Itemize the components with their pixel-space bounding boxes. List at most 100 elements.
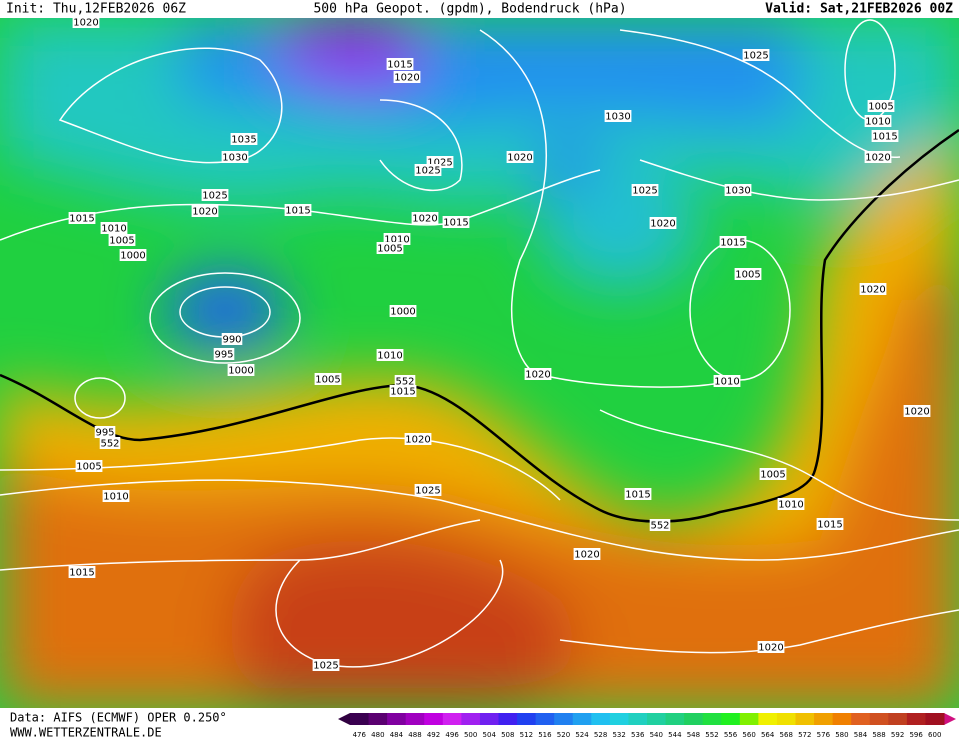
colorbar-label: 560 <box>742 731 755 739</box>
isobar-label-box <box>871 130 899 142</box>
colorbar-swatch <box>591 713 611 725</box>
isobar-label: 1015 <box>443 218 468 229</box>
colorbar-label: 600 <box>928 731 941 739</box>
isobar-label-box <box>191 205 219 217</box>
colorbar-swatch <box>628 713 648 725</box>
colorbar-swatch <box>442 713 462 725</box>
colorbar-label: 576 <box>817 731 831 739</box>
colorbar-label: 500 <box>464 731 477 739</box>
isobar-label-box <box>411 212 439 224</box>
colorbar-label: 496 <box>445 731 459 739</box>
colorbar-swatch <box>906 713 926 725</box>
colorbar-swatch <box>721 713 741 725</box>
isobar-label-box <box>102 490 130 502</box>
isobar-label: 1015 <box>69 568 94 579</box>
colorbar-label: 480 <box>371 731 384 739</box>
colorbar-label: 508 <box>501 731 514 739</box>
isobar-label-box <box>719 236 747 248</box>
colorbar-swatch <box>535 713 555 725</box>
colorbar: 476 480 484 488 492 496 500 504 508 512 516 520 524 5… <box>338 713 956 739</box>
isobar-label: 552 <box>650 521 669 532</box>
isobar-label-box <box>757 641 785 653</box>
isobar-label: 1025 <box>313 661 338 672</box>
colorbar-swatch <box>647 713 667 725</box>
colorbar-swatch <box>758 713 778 725</box>
isobar-label-box <box>119 249 147 261</box>
isobar-label: 1030 <box>725 186 750 197</box>
isobar-label-box <box>604 110 632 122</box>
colorbar-label: 528 <box>594 731 607 739</box>
isobar-label-box <box>859 283 887 295</box>
isobar-label-box <box>414 164 442 176</box>
colorbar-swatch <box>498 713 518 725</box>
colorbar-swatch <box>665 713 685 725</box>
isobar-label: 1020 <box>412 214 437 225</box>
isobar-label-box <box>867 100 895 112</box>
isobar-label: 1020 <box>865 153 890 164</box>
isobar-label: 552 <box>100 439 119 450</box>
isobar-label: 1005 <box>315 375 340 386</box>
isobar-label-box <box>624 488 652 500</box>
isobar-label: 1035 <box>231 135 256 146</box>
isobar-label: 1010 <box>101 224 126 235</box>
colorbar-swatch <box>461 713 481 725</box>
colorbar-swatch <box>554 713 574 725</box>
isobar-label: 1005 <box>109 236 134 247</box>
isobar-label-box <box>724 184 752 196</box>
isobar-label: 1000 <box>228 366 253 377</box>
contour-552 <box>0 128 959 523</box>
colorbar-swatch <box>479 713 499 725</box>
isobar-label: 1020 <box>192 207 217 218</box>
isobar-label-box <box>442 216 470 228</box>
colorbar-swatch <box>832 713 852 725</box>
isobar-label: 1020 <box>394 73 419 84</box>
isobar-label-box <box>524 368 552 380</box>
colorbar-swatch <box>795 713 815 725</box>
colorbar-label: 572 <box>798 731 811 739</box>
isobar-label: 1020 <box>904 407 929 418</box>
colorbar-swatch <box>869 713 889 725</box>
valid-time: Valid: Sat,21FEB2026 00Z <box>765 2 953 17</box>
isobar-label: 1015 <box>69 214 94 225</box>
isobar-label-box <box>227 364 255 376</box>
isobar-label-box <box>389 385 417 397</box>
isobar-label: 1025 <box>743 51 768 62</box>
colorbar-swatch <box>517 713 537 725</box>
colorbar-label: 584 <box>854 731 868 739</box>
colorbar-label: 524 <box>575 731 589 739</box>
colorbar-label: 544 <box>668 731 682 739</box>
colorbar-swatch <box>684 713 704 725</box>
isobar-label-box <box>100 222 128 234</box>
isobar-label: 1000 <box>120 251 145 262</box>
colorbar-swatch <box>702 713 722 725</box>
colorbar-label: 492 <box>427 731 440 739</box>
colorbar-label: 476 <box>353 731 367 739</box>
isobar-label-box <box>230 133 258 145</box>
init-time: Init: Thu,12FEB2026 06Z <box>6 2 186 17</box>
isobar-label-box <box>221 151 249 163</box>
colorbar-swatch <box>572 713 592 725</box>
colorbar-label: 568 <box>780 731 793 739</box>
map-field <box>0 18 959 708</box>
isobar-label: 1015 <box>390 387 415 398</box>
isobar-label: 1015 <box>720 238 745 249</box>
isobar-label: 1020 <box>525 370 550 381</box>
colorbar-label: 536 <box>631 731 645 739</box>
isobar-label-box <box>759 468 787 480</box>
isobar-label: 1005 <box>377 244 402 255</box>
isobar-label-box <box>213 348 235 360</box>
colorbar-swatch <box>387 713 407 725</box>
colorbar-label: 552 <box>705 731 718 739</box>
isobar-label: 1025 <box>632 186 657 197</box>
isobar-label-box <box>649 519 671 531</box>
isobar-label-box <box>742 49 770 61</box>
map-title: 500 hPa Geopot. (gpdm), Bodendruck (hPa) <box>313 2 626 17</box>
colorbar-swatch <box>424 713 444 725</box>
colorbar-swatch <box>851 713 871 725</box>
isobar-label-box <box>649 217 677 229</box>
colorbar-swatch <box>888 713 908 725</box>
colorbar-label: 588 <box>872 731 885 739</box>
isobar-label-box <box>68 212 96 224</box>
isobar-label: 1015 <box>387 60 412 71</box>
isobar-label: 1010 <box>714 377 739 388</box>
